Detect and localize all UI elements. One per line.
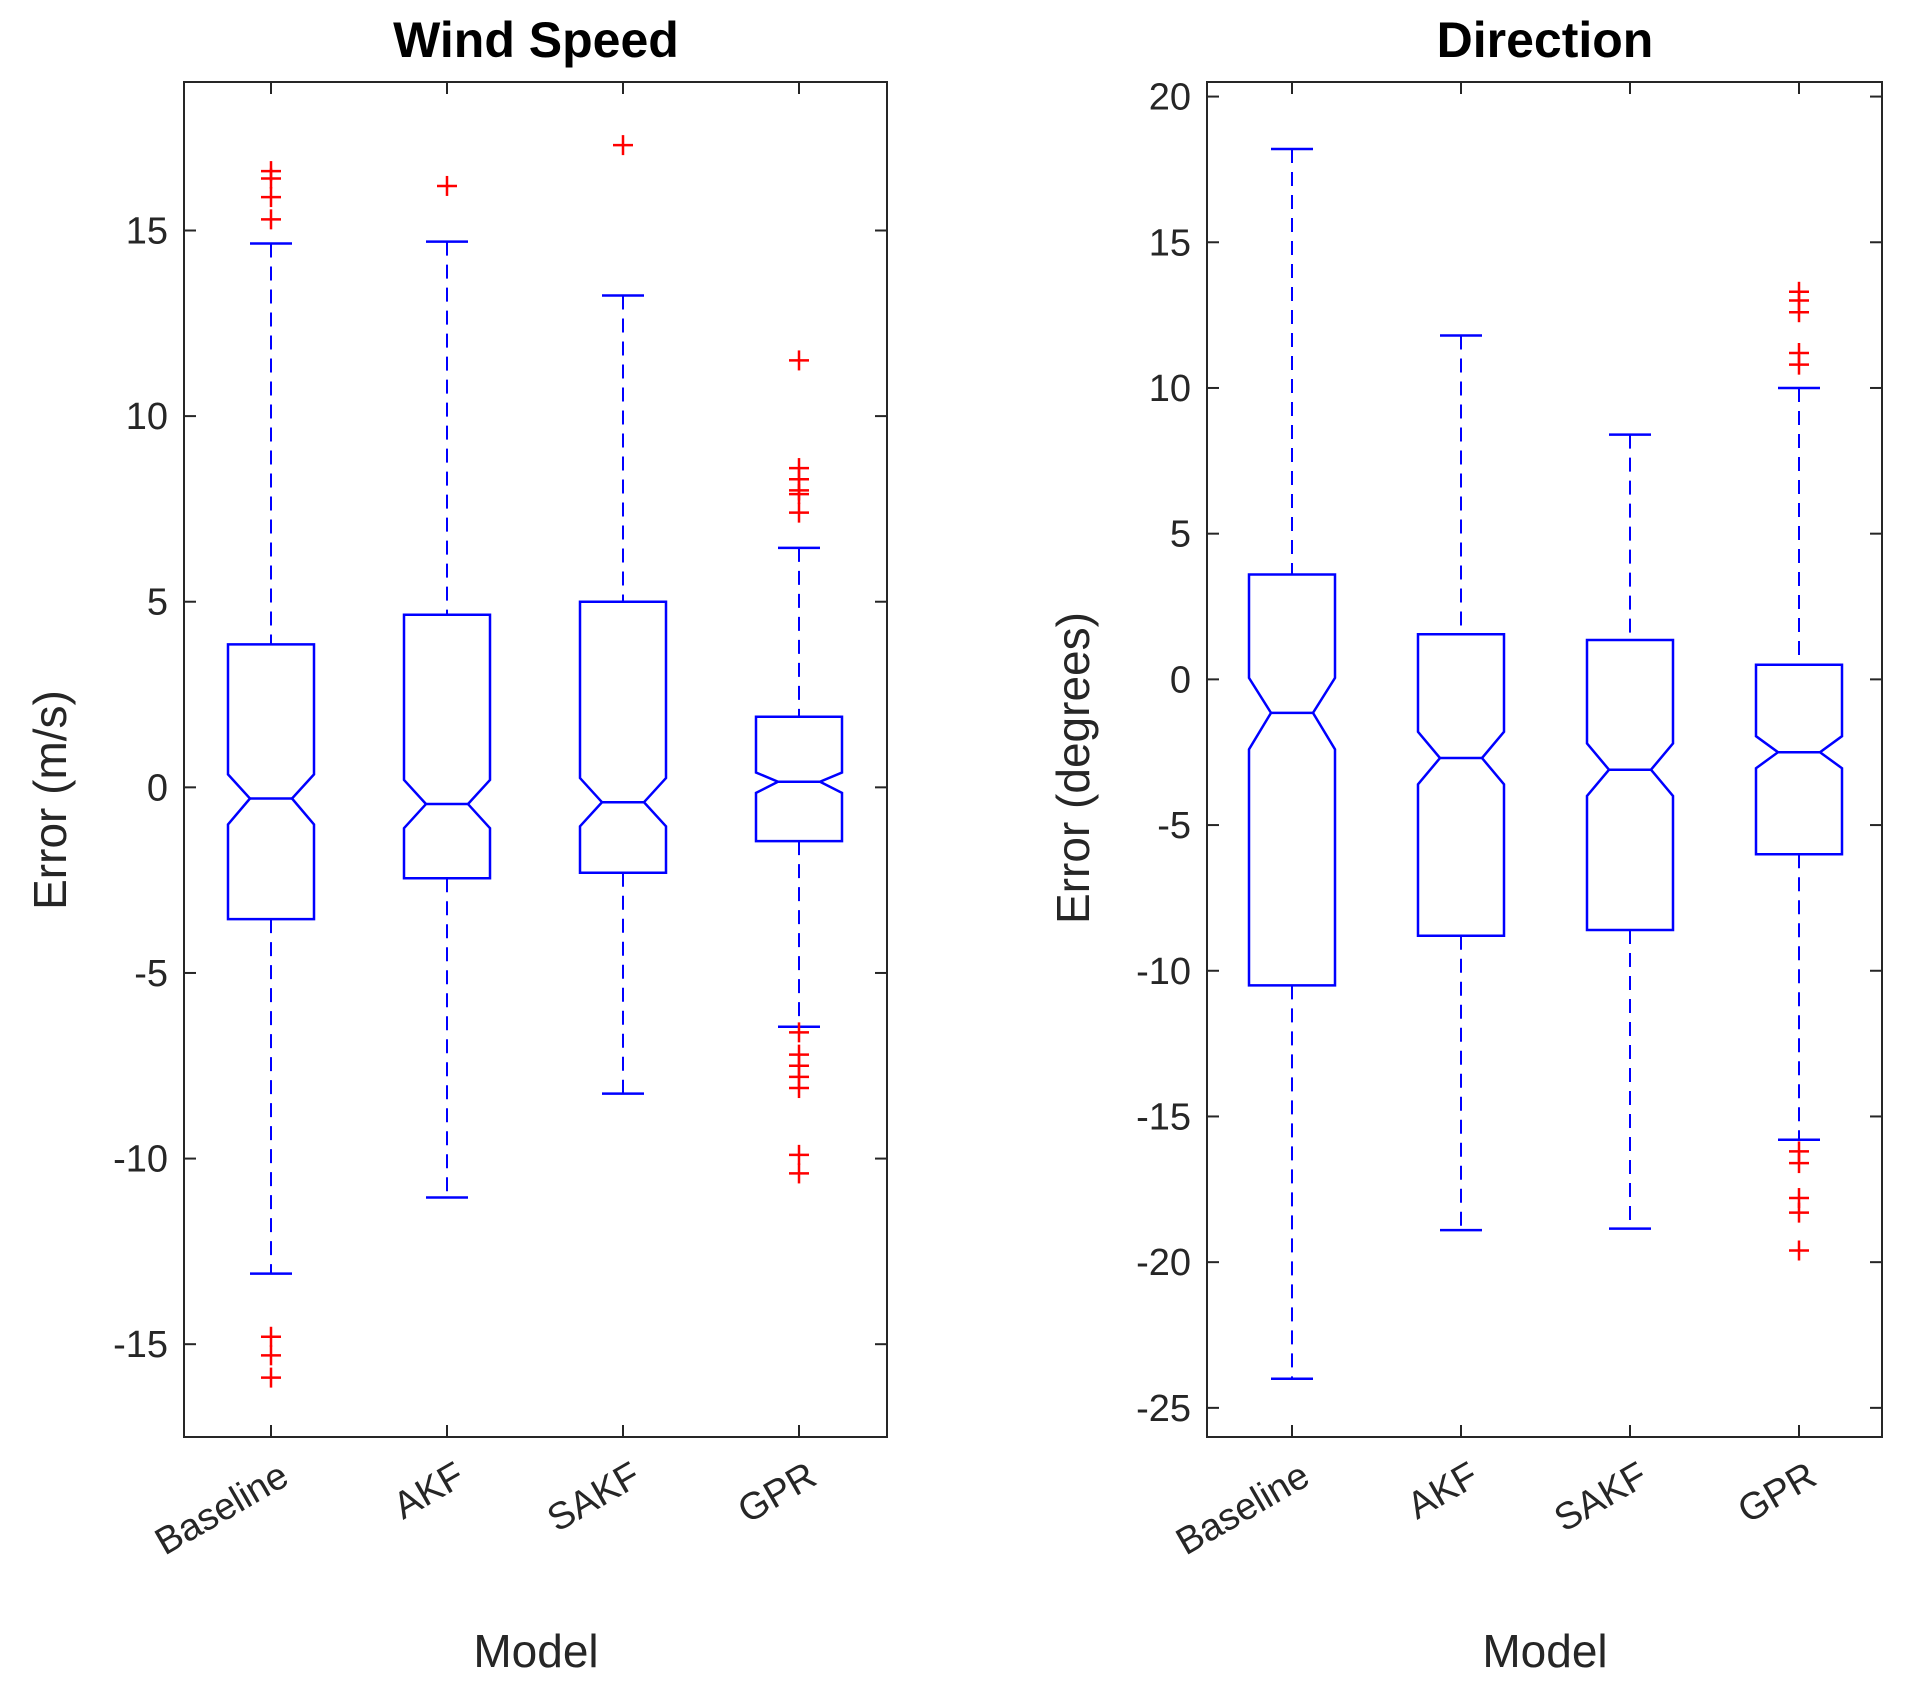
wind-speed-baseline-outlier bbox=[261, 1367, 281, 1388]
direction-baseline-box bbox=[1247, 573, 1337, 987]
wind-speed-sakf-boxplot bbox=[578, 135, 668, 1095]
wind-speed-ytick-label: -15 bbox=[113, 1324, 168, 1366]
direction-gpr-boxplot bbox=[1754, 281, 1844, 1261]
direction-sakf-box bbox=[1585, 638, 1675, 932]
wind-speed-ytick-label: 0 bbox=[147, 767, 168, 809]
wind-speed-akf-box bbox=[402, 613, 492, 880]
wind-speed-baseline-outlier bbox=[261, 1326, 281, 1347]
wind-speed-gpr-outlier bbox=[789, 1022, 809, 1043]
direction-sakf-boxplot bbox=[1585, 433, 1675, 1230]
direction-gpr-outlier bbox=[1789, 1240, 1809, 1261]
wind-speed-ytick-label: -10 bbox=[113, 1139, 168, 1181]
wind-speed-akf-boxplot bbox=[402, 175, 492, 1199]
wind-speed-sakf-outlier bbox=[613, 135, 633, 156]
direction-y-ticks: -25 -20 -15 -10 -5 0 5 10 15 20 bbox=[1136, 77, 1882, 1430]
direction-title: Direction bbox=[1437, 12, 1654, 68]
wind-speed-gpr-outlier bbox=[789, 350, 809, 371]
wind-speed-akf-outlier bbox=[437, 175, 457, 196]
direction-ytick-label: -15 bbox=[1136, 1096, 1191, 1138]
direction-ytick-label: 10 bbox=[1149, 368, 1191, 410]
direction-ytick-label: -20 bbox=[1136, 1242, 1191, 1284]
direction-boxes bbox=[1247, 147, 1844, 1380]
direction-akf-boxplot bbox=[1416, 334, 1506, 1232]
wind-speed-gpr-outlier bbox=[789, 502, 809, 523]
direction-ytick-label: 15 bbox=[1149, 222, 1191, 264]
wind-speed-sakf-box bbox=[578, 600, 668, 874]
direction-baseline-boxplot bbox=[1247, 147, 1337, 1380]
direction-ytick-label: 5 bbox=[1170, 514, 1191, 556]
wind-speed-baseline-outlier bbox=[261, 209, 281, 230]
wind-speed-baseline-boxplot bbox=[226, 161, 316, 1388]
wind-speed-boxes bbox=[226, 135, 844, 1388]
wind-speed-gpr-outlier bbox=[789, 1144, 809, 1165]
wind-speed-gpr-outlier bbox=[789, 1163, 809, 1184]
direction-xlabel: Model bbox=[1482, 1625, 1607, 1677]
direction-ytick-label: -5 bbox=[1157, 805, 1191, 847]
wind-speed-gpr-outlier bbox=[789, 484, 809, 505]
direction-gpr-outlier bbox=[1789, 1202, 1809, 1223]
direction-gpr-outlier bbox=[1789, 1153, 1809, 1174]
direction-gpr-box bbox=[1754, 663, 1844, 856]
wind-speed-baseline-outlier bbox=[261, 1345, 281, 1366]
wind-speed-axes-box bbox=[183, 81, 888, 1438]
direction-akf-box bbox=[1416, 632, 1506, 938]
wind-speed-xlabel: Model bbox=[473, 1625, 598, 1677]
direction-ytick-label: -10 bbox=[1136, 951, 1191, 993]
wind-speed-gpr-outlier bbox=[789, 1078, 809, 1099]
wind-speed-y-ticks: -15 -10 -5 0 5 10 15 bbox=[113, 210, 887, 1366]
direction-gpr-outlier bbox=[1789, 354, 1809, 375]
wind-speed-baseline-box bbox=[226, 643, 316, 921]
direction-ylabel: Error (degrees) bbox=[1047, 612, 1099, 924]
wind-speed-ylabel: Error (m/s) bbox=[24, 690, 76, 910]
wind-speed-gpr-boxplot bbox=[754, 350, 844, 1184]
direction-gpr-outlier bbox=[1789, 302, 1809, 323]
direction-ytick-label: -25 bbox=[1136, 1388, 1191, 1430]
direction-ytick-label: 20 bbox=[1149, 77, 1191, 119]
wind-speed-baseline-outlier bbox=[261, 168, 281, 189]
wind-speed-ytick-label: 10 bbox=[126, 396, 168, 438]
direction-axes-box bbox=[1206, 81, 1883, 1438]
direction-ytick-label: 0 bbox=[1170, 659, 1191, 701]
wind-speed-ytick-label: 5 bbox=[147, 582, 168, 624]
wind-speed-ytick-label: 15 bbox=[126, 210, 168, 252]
wind-speed-baseline-outlier bbox=[261, 187, 281, 208]
wind-speed-ytick-label: -5 bbox=[134, 953, 168, 995]
wind-speed-gpr-box bbox=[754, 715, 844, 843]
wind-speed-title: Wind Speed bbox=[393, 12, 679, 68]
